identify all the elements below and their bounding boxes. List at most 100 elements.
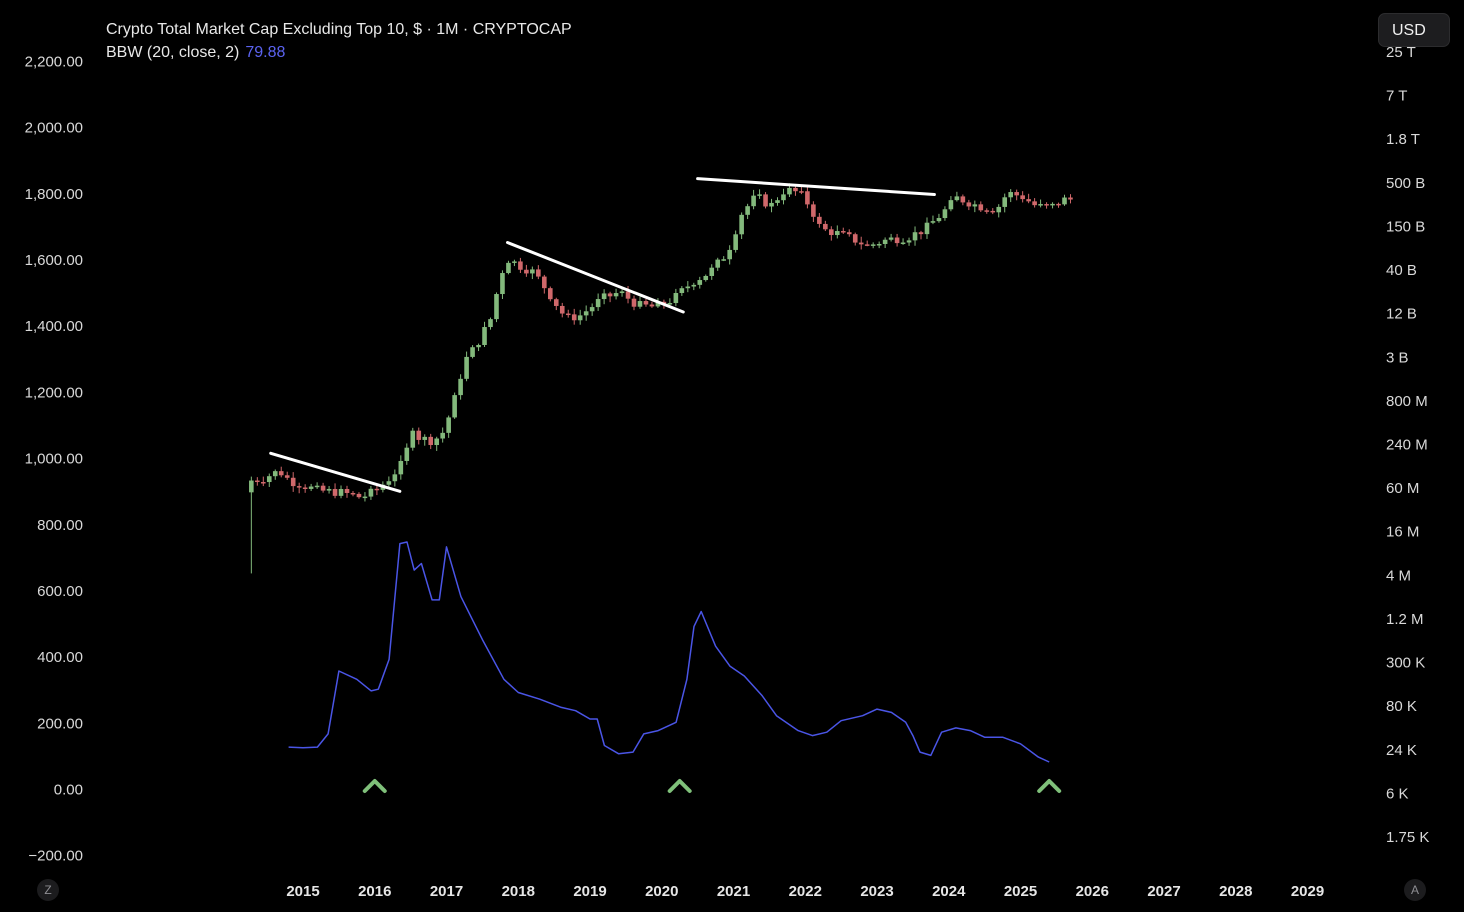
left-axis-tick-label: 1,800.00 bbox=[25, 186, 83, 203]
time-axis-tick-label: 2022 bbox=[789, 883, 822, 900]
zoom-toggle-button[interactable]: Z bbox=[37, 879, 59, 901]
candle-body bbox=[452, 395, 457, 418]
candle-body bbox=[811, 204, 816, 217]
candle-body bbox=[404, 447, 410, 461]
candle-body bbox=[882, 239, 888, 244]
candle-body bbox=[691, 284, 697, 287]
right-axis-tick-label: 240 M bbox=[1386, 437, 1428, 454]
candle-body bbox=[266, 476, 272, 483]
candle-body bbox=[601, 293, 607, 300]
right-axis-tick-label: 3 B bbox=[1386, 349, 1409, 366]
candle-body bbox=[583, 311, 589, 316]
candle-body bbox=[332, 488, 338, 496]
time-axis-tick-label: 2020 bbox=[645, 883, 678, 900]
candle-body bbox=[817, 216, 822, 224]
candle-body bbox=[422, 436, 428, 440]
candle-body bbox=[410, 430, 416, 448]
right-axis-tick-label: 12 B bbox=[1386, 306, 1417, 323]
trendline bbox=[269, 451, 402, 493]
legend-indicator: BBW (20, close, 2) 79.88 bbox=[106, 41, 572, 64]
candle-body bbox=[476, 344, 481, 348]
trendlines bbox=[269, 177, 936, 493]
left-axis-tick-label: 200.00 bbox=[37, 715, 83, 732]
candle-body bbox=[918, 232, 924, 235]
candle-body bbox=[302, 487, 308, 490]
candle-body bbox=[649, 304, 655, 307]
candle-body bbox=[781, 194, 786, 201]
candle-body bbox=[906, 240, 912, 243]
time-axis-tick-label: 2021 bbox=[717, 883, 750, 900]
right-axis-tick-label: 25 T bbox=[1386, 44, 1416, 61]
indicator-value: 79.88 bbox=[245, 44, 286, 61]
time-axis-tick-label: 2023 bbox=[860, 883, 893, 900]
time-axis-tick-label: 2029 bbox=[1291, 883, 1324, 900]
candle-body bbox=[577, 315, 583, 321]
candle-body bbox=[1068, 197, 1073, 200]
left-axis-tick-label: 600.00 bbox=[37, 583, 83, 600]
candle-body bbox=[870, 244, 876, 246]
candle-body bbox=[362, 496, 368, 499]
time-axis-tick-label: 2024 bbox=[932, 883, 966, 900]
candle-body bbox=[1056, 203, 1061, 206]
candle-body bbox=[787, 187, 792, 195]
candle-body bbox=[458, 378, 463, 396]
candle-body bbox=[470, 347, 475, 357]
candle-body bbox=[272, 471, 278, 477]
candle-body bbox=[840, 231, 846, 233]
candle-body bbox=[990, 210, 996, 213]
bbw-line bbox=[288, 541, 1050, 763]
candle-body bbox=[954, 196, 960, 201]
candle-body bbox=[392, 474, 398, 482]
candle-body bbox=[685, 286, 691, 289]
candle-body bbox=[960, 196, 966, 203]
right-axis-tick-label: 24 K bbox=[1386, 742, 1417, 759]
candle-body bbox=[284, 475, 290, 478]
candle-body bbox=[350, 492, 356, 495]
candle-body bbox=[864, 244, 870, 246]
left-axis-tick-label: 0.00 bbox=[54, 782, 83, 799]
candle-body bbox=[673, 293, 679, 304]
candle-body bbox=[344, 489, 350, 493]
candle-body bbox=[1044, 204, 1049, 206]
candle-body bbox=[524, 269, 529, 274]
candle-body bbox=[290, 477, 296, 487]
candle-body bbox=[398, 460, 404, 475]
currency-button[interactable]: USD bbox=[1378, 13, 1450, 47]
candle-body bbox=[936, 218, 942, 222]
candle-body bbox=[1050, 203, 1055, 206]
chevron-up-icon bbox=[667, 779, 692, 793]
right-axis-tick-label: 150 B bbox=[1386, 218, 1425, 235]
candle-body bbox=[631, 298, 637, 307]
candle-body bbox=[1062, 197, 1067, 205]
candle-body bbox=[942, 209, 948, 219]
candle-body bbox=[715, 259, 721, 268]
candle-body bbox=[571, 314, 577, 321]
candle-body bbox=[637, 301, 643, 307]
candle-body bbox=[356, 493, 362, 498]
candle-body bbox=[852, 234, 858, 243]
left-axis-tick-label: 1,200.00 bbox=[25, 384, 83, 401]
candle-body bbox=[900, 242, 906, 245]
candle-body bbox=[440, 432, 445, 439]
right-axis-tick-label: 80 K bbox=[1386, 698, 1417, 715]
candle-body bbox=[1038, 204, 1043, 206]
candle-body bbox=[829, 229, 834, 236]
candle-body bbox=[464, 356, 469, 379]
candle-body bbox=[308, 486, 314, 489]
candle-body bbox=[930, 221, 936, 223]
left-axis-tick-label: 1,400.00 bbox=[25, 318, 83, 335]
candle-body bbox=[536, 269, 541, 277]
left-axis-tick-label: −200.00 bbox=[28, 848, 83, 865]
left-axis-tick-label: 2,200.00 bbox=[25, 54, 83, 71]
candle-body bbox=[805, 191, 810, 205]
candle-body bbox=[314, 485, 320, 488]
right-axis-tick-label: 4 M bbox=[1386, 567, 1411, 584]
candle-body bbox=[643, 301, 649, 305]
candle-body bbox=[613, 293, 619, 297]
candle-body bbox=[530, 269, 535, 274]
candle-body bbox=[888, 237, 894, 240]
candle-body bbox=[751, 195, 756, 207]
auto-scale-button[interactable]: A bbox=[1404, 879, 1426, 901]
candle-body bbox=[984, 210, 990, 212]
